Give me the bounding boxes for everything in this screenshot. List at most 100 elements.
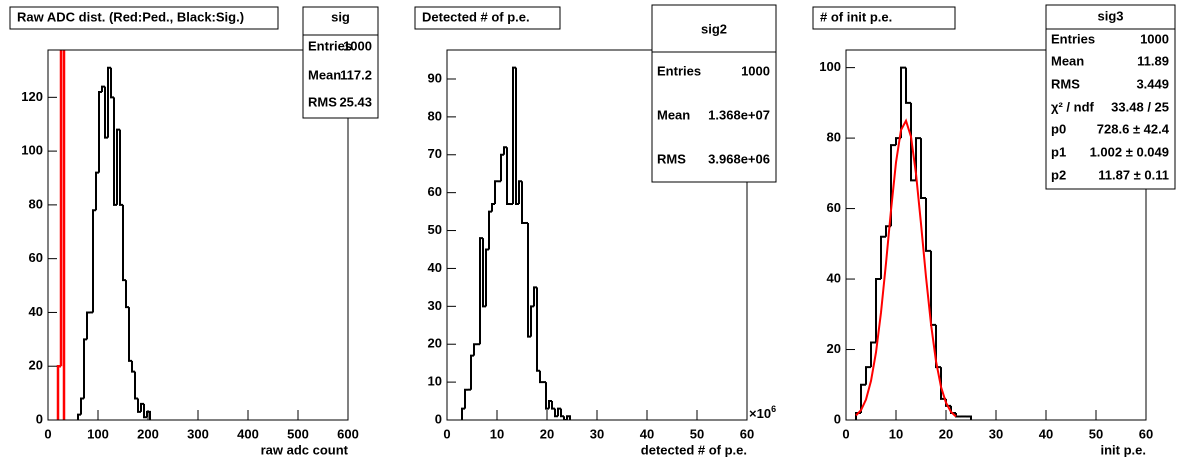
y-tick-label: 120: [21, 89, 43, 104]
x-tick-label: 100: [87, 426, 109, 441]
histogram-bin: [461, 407, 465, 420]
x-axis-label: raw adc count: [261, 442, 349, 457]
histogram-bin: [920, 138, 926, 199]
y-tick-label: 60: [428, 184, 442, 199]
histogram-bin: [506, 147, 510, 206]
histogram-bin: [512, 66, 516, 205]
histogram-bin: [56, 364, 61, 420]
x-tick-label: 10: [490, 426, 504, 441]
stats-value: 1000: [343, 38, 372, 53]
stats-label: Mean: [657, 107, 690, 122]
stats-label: RMS: [657, 151, 686, 166]
x-tick-label: 0: [44, 426, 51, 441]
histogram-bin: [536, 287, 540, 372]
chart-title: # of init p.e.: [820, 9, 892, 24]
y-tick-label: 50: [428, 222, 442, 237]
stats-value: 3.449: [1136, 76, 1169, 91]
histogram-bin: [110, 67, 114, 99]
stats-label: RMS: [1051, 76, 1080, 91]
stats-value: 25.43: [339, 94, 372, 109]
histogram-bin: [485, 248, 489, 307]
histogram-bin: [122, 204, 126, 282]
y-tick-label: 60: [29, 250, 43, 265]
stats-value: 11.89: [1137, 53, 1169, 68]
y-tick-label: 0: [36, 411, 43, 426]
stats-value: 33.48 / 25: [1111, 99, 1169, 114]
y-tick-label: 80: [29, 196, 43, 211]
y-tick-label: 40: [827, 270, 841, 285]
y-tick-label: 80: [428, 108, 442, 123]
histogram-bin: [930, 250, 936, 326]
histogram-bin: [113, 97, 117, 206]
histogram-bin: [521, 181, 525, 224]
histogram-bin: [910, 102, 916, 182]
x-tick-label: 60: [1139, 426, 1153, 441]
x-tick-label: 10: [889, 426, 903, 441]
histogram-bin: [905, 67, 911, 104]
stats-label: RMS: [308, 94, 337, 109]
y-tick-label: 100: [819, 59, 841, 74]
stats-label: p2: [1051, 167, 1066, 182]
y-tick-label: 20: [29, 358, 43, 373]
stats-title: sig3: [1097, 8, 1123, 23]
histogram-bin: [551, 401, 555, 410]
histogram-bin: [98, 90, 102, 173]
histogram-bin: [473, 343, 477, 356]
x-tick-label: 30: [590, 426, 604, 441]
histogram-bin: [80, 397, 84, 415]
histogram-bin: [92, 209, 96, 313]
y-tick-label: 80: [827, 130, 841, 145]
stats-value: 1000: [741, 63, 770, 78]
stats-box: [1045, 4, 1176, 190]
title-box: [414, 6, 561, 30]
histogram-bin: [880, 235, 886, 280]
histogram-bin: [870, 341, 876, 368]
stats-value: 117.2: [340, 67, 372, 82]
plot-area: [56, 50, 151, 420]
y-tick-label: 10: [428, 374, 442, 389]
histogram-bin: [865, 366, 871, 385]
histogram-bin: [104, 86, 108, 139]
histogram-bin: [530, 305, 534, 337]
histogram-bin: [77, 413, 81, 420]
x-tick-label: 50: [690, 426, 704, 441]
histogram-bin: [518, 180, 522, 205]
histogram-bin: [140, 402, 144, 412]
stats-label: Entries: [657, 63, 701, 78]
histogram-bin: [482, 238, 486, 308]
histogram-bin: [955, 412, 961, 418]
stats-box: [302, 6, 379, 119]
title-box: [9, 6, 279, 30]
x-tick-label: 600: [337, 426, 359, 441]
x-tick-label: 40: [1039, 426, 1053, 441]
plot-area: [461, 66, 571, 420]
stats-title: sig: [331, 9, 350, 24]
histogram-bin: [491, 203, 495, 212]
stats-value: 728.6 ± 42.4: [1097, 121, 1170, 136]
histogram-bin: [515, 67, 519, 206]
x-tick-label: 50: [1089, 426, 1103, 441]
histogram-bin: [488, 210, 492, 250]
histogram-bin: [966, 415, 972, 420]
x-tick-label: 200: [137, 426, 159, 441]
histogram-bin: [494, 180, 498, 205]
y-tick-label: 30: [428, 298, 442, 313]
chart-title: Raw ADC dist. (Red:Ped., Black:Sig.): [17, 9, 244, 24]
y-tick-label: 90: [428, 70, 442, 85]
histogram-bin: [131, 360, 135, 373]
x-tick-label: 400: [237, 426, 259, 441]
stats-title: sig2: [701, 21, 727, 36]
x-multiplier-base: ×10: [749, 406, 771, 421]
histogram-bin: [566, 415, 571, 420]
x-axis-label: init p.e.: [1101, 442, 1147, 457]
histogram-bin: [95, 171, 99, 211]
histogram-bin: [470, 354, 474, 390]
stats-box: [651, 4, 777, 183]
histogram-bin: [890, 144, 896, 227]
histogram-bin: [464, 388, 468, 409]
plot-area: [855, 66, 972, 420]
y-tick-label: 70: [428, 146, 442, 161]
histogram-bin: [59, 50, 66, 420]
stats-label: χ² / ndf: [1051, 99, 1095, 114]
